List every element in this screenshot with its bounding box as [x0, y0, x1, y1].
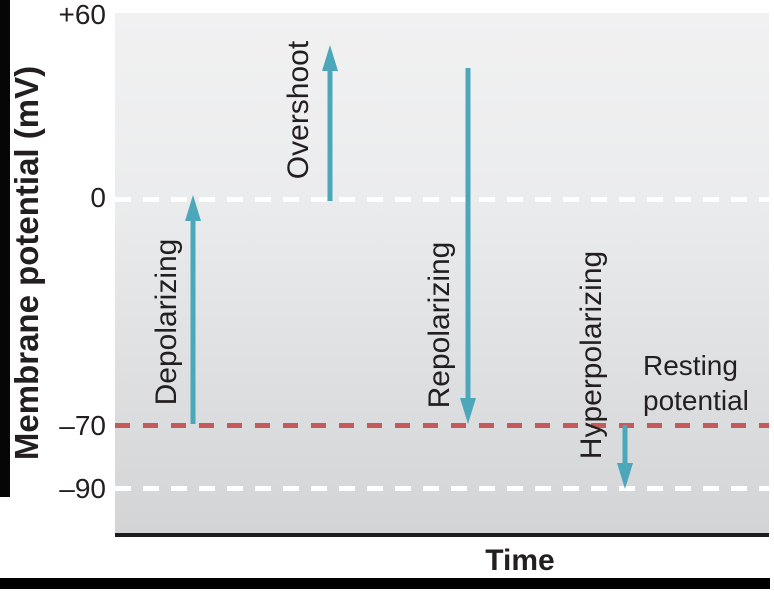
resting-potential-label: Resting potential: [643, 350, 749, 416]
y-tick-plus60: +60: [58, 0, 107, 30]
repolarizing-label: Repolarizing: [423, 241, 456, 409]
hyperpolarizing-down-arrow-icon: [615, 424, 635, 490]
bottom-crop-bar: [0, 578, 770, 589]
zero-mv-dashed-line: [115, 197, 769, 202]
plot-area: [115, 13, 769, 537]
depolarizing-up-arrow-icon: [183, 194, 203, 426]
minus90-mv-dashed-line: [115, 486, 769, 491]
resting-potential-dashed-line: [115, 423, 769, 428]
repolarizing-down-arrow-icon: [458, 67, 478, 425]
hyperpolarizing-label: Hyperpolarizing: [575, 250, 608, 460]
y-tick-zero: 0: [90, 182, 106, 213]
left-crop-bar: [0, 0, 10, 497]
overshoot-up-arrow-icon: [320, 44, 340, 202]
y-tick-minus70: –70: [59, 410, 106, 441]
x-axis-label: Time: [485, 544, 555, 577]
depolarizing-label: Depolarizing: [150, 238, 183, 406]
overshoot-label: Overshoot: [282, 40, 315, 180]
y-tick-minus90: –90: [59, 473, 106, 504]
